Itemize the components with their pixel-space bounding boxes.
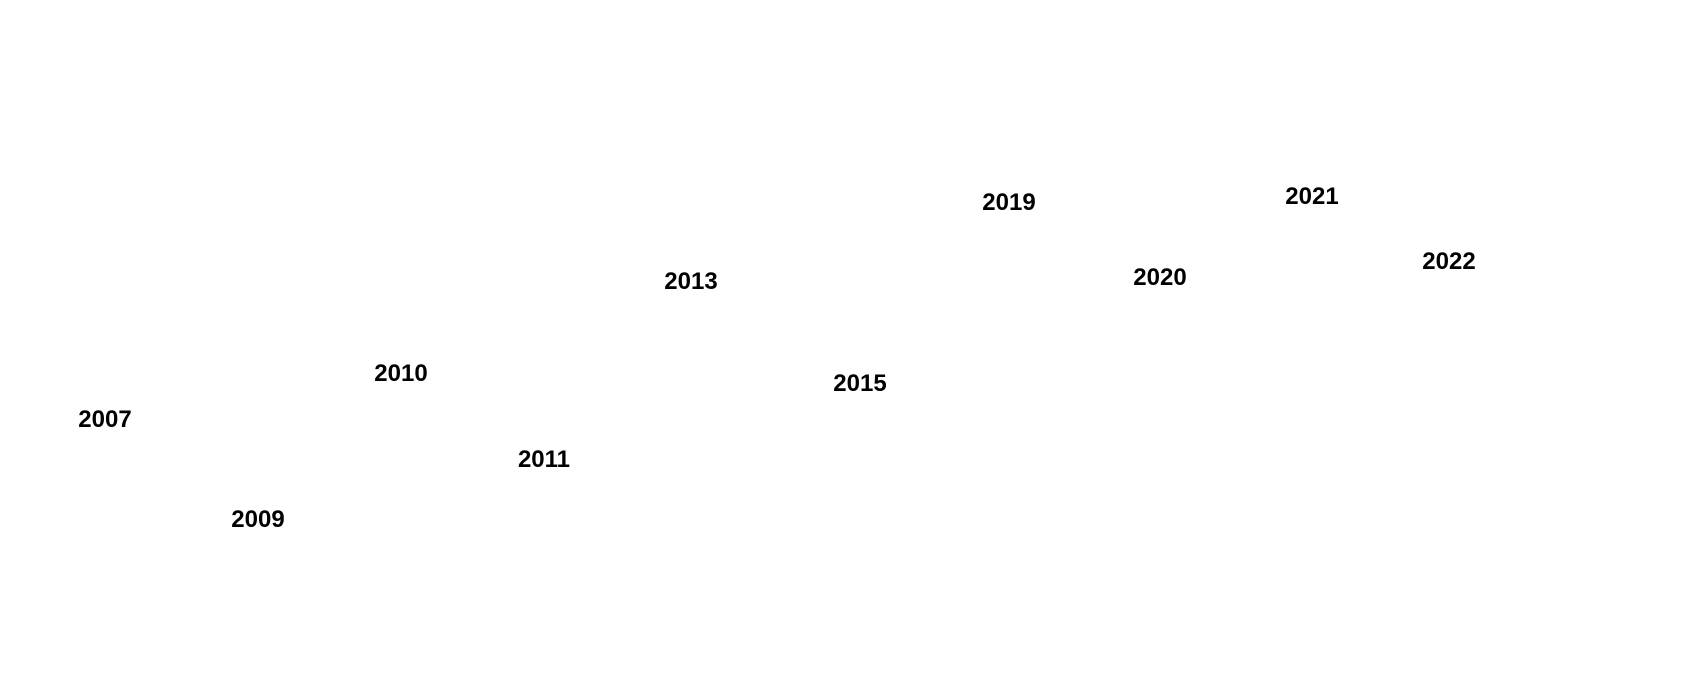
year-label-2013: 2013 xyxy=(664,268,717,296)
year-label-2022: 2022 xyxy=(1422,248,1475,276)
year-label-2010: 2010 xyxy=(374,360,427,388)
year-label-2021: 2021 xyxy=(1285,183,1338,211)
year-label-2011: 2011 xyxy=(518,446,570,474)
year-label-2015: 2015 xyxy=(833,370,886,398)
year-label-2020: 2020 xyxy=(1133,264,1186,292)
year-label-2009: 2009 xyxy=(231,506,284,534)
chart-canvas: 2007 2009 2010 2011 2013 2015 2019 2020 2021 2022 xyxy=(0,0,1690,693)
year-label-2007: 2007 xyxy=(78,406,131,434)
year-label-2019: 2019 xyxy=(982,189,1035,217)
